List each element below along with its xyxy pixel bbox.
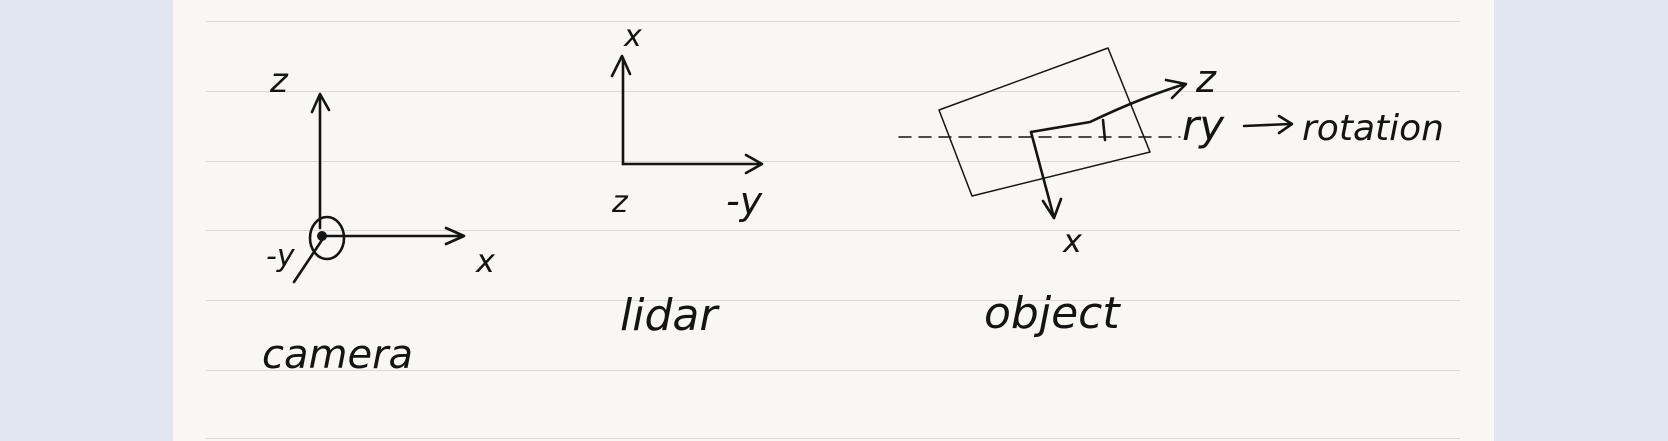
ruled-line	[206, 370, 1460, 371]
notebook-page	[173, 0, 1494, 441]
camera-y-out-dot	[317, 231, 327, 241]
lidar-frame: x -y z lidar	[610, 19, 764, 341]
camera-z-arrowhead	[310, 92, 331, 114]
object-x-label: x	[1062, 222, 1083, 260]
object-x-arrowhead	[1041, 197, 1063, 220]
object-x-axis	[1029, 130, 1055, 216]
ruled-line	[206, 161, 1460, 162]
lidar-neg-y-label: -y	[726, 179, 763, 223]
object-ry-to-rotation-arrow	[1242, 122, 1292, 128]
camera-z-label: z	[269, 61, 289, 101]
object-frame: z x ry rotation object	[898, 47, 1444, 339]
object-ry-angle-tick	[1101, 118, 1107, 142]
ruled-line	[206, 438, 1460, 439]
camera-caption: camera	[262, 332, 413, 378]
camera-x-label: x	[475, 242, 496, 280]
camera-neg-y-label: -y	[266, 239, 296, 274]
camera-y-out-circle	[308, 215, 346, 261]
object-rotation-arrowhead	[1277, 114, 1294, 135]
object-bounding-box	[938, 47, 1151, 197]
camera-frame: z x -y camera	[262, 61, 496, 378]
object-rotation-label: rotation	[1302, 108, 1444, 149]
lidar-y-arrowhead	[744, 153, 764, 175]
ruled-line	[206, 300, 1460, 301]
object-caption: object	[984, 288, 1121, 339]
object-z-arrowhead	[1164, 78, 1188, 100]
camera-x-arrowhead	[444, 226, 466, 246]
lidar-caption: lidar	[620, 290, 720, 341]
ruled-line	[206, 230, 1460, 231]
lidar-z-label: z	[611, 185, 629, 220]
object-z-axis	[1029, 82, 1187, 134]
object-z-label: z	[1195, 57, 1217, 101]
object-ry-label: ry	[1182, 101, 1225, 150]
ruled-line	[206, 91, 1460, 92]
camera-y-axis-stroke	[292, 238, 324, 284]
ruled-line	[206, 21, 1460, 22]
lidar-x-label: x	[623, 19, 642, 54]
lidar-x-arrowhead	[610, 54, 632, 78]
